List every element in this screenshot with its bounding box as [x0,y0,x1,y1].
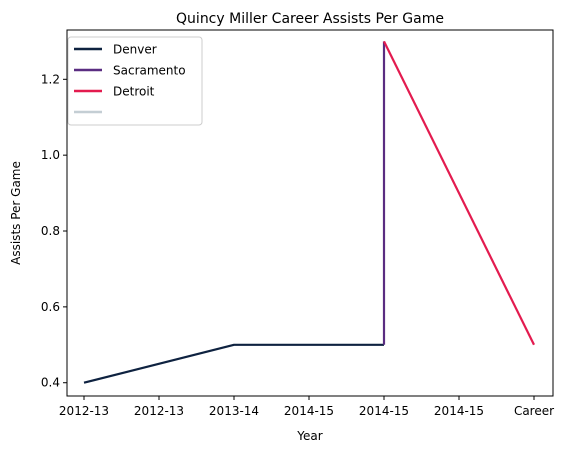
y-axis-label: Assists Per Game [9,161,23,265]
x-tick-label: 2012-13 [59,404,109,418]
x-tick-label: 2014-15 [284,404,334,418]
x-tick-label: 2014-15 [434,404,484,418]
legend-label: Sacramento [113,64,186,78]
chart-title: Quincy Miller Career Assists Per Game [176,11,444,27]
legend-box [67,36,203,126]
y-tick-label: 0.4 [41,376,60,390]
y-tick-label: 0.8 [41,224,60,238]
x-axis-label: Year [296,429,322,443]
x-tick-label: Career [514,404,554,418]
legend: Denver Sacramento Detroit [67,36,203,126]
x-tick-label: 2012-13 [134,404,184,418]
legend-label: Denver [113,43,157,57]
series-line-denver [83,343,384,384]
series-line-detroit [383,40,535,346]
y-tick-label: 1.2 [41,72,60,86]
legend-label: Detroit [113,85,155,99]
plot-frame [66,29,554,397]
x-tick-label: 2014-15 [359,404,409,418]
y-tick-label: 0.6 [41,300,60,314]
x-tick-label: 2013-14 [209,404,259,418]
y-tick-label: 1.0 [41,148,60,162]
